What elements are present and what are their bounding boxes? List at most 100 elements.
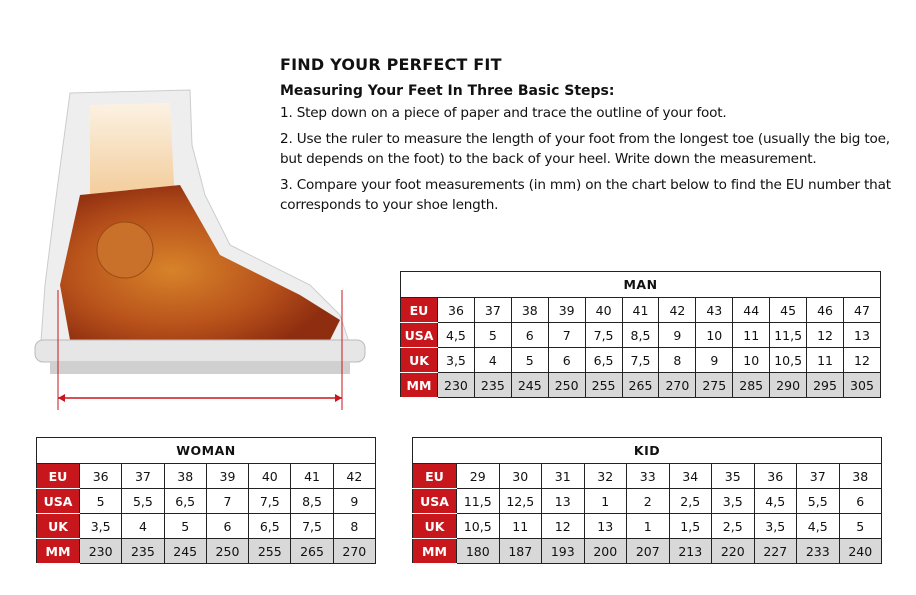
table-cell: 41 — [290, 463, 334, 489]
table-row: UK 3,5 4 5 6 6,5 7,5 8 — [36, 513, 377, 539]
table-cell: 1 — [626, 513, 670, 539]
table-cell: 11,5 — [456, 488, 500, 514]
table-cell: 38 — [510, 297, 549, 323]
table-cell: 270 — [332, 538, 377, 564]
woman-size-table: WOMAN EU 36 37 38 39 40 41 42 USA 5 5,5 6,5 7 7,5 8,5 9 U… — [36, 437, 377, 564]
table-cell: 10 — [732, 347, 771, 373]
table-cell: 37 — [121, 463, 165, 489]
man-size-table: MAN EU 36 37 38 39 40 41 42 43 44 45 46 47 USA 4,5 5 6 7 7,… — [400, 271, 882, 398]
table-cell: 5 — [838, 513, 882, 539]
table-cell: 180 — [456, 538, 500, 564]
table-cell: 11 — [498, 513, 542, 539]
table-title: WOMAN — [36, 437, 376, 464]
table-cell: 36 — [437, 297, 475, 323]
table-cell: 12 — [842, 347, 882, 373]
table-cell: 3,5 — [437, 347, 475, 373]
table-cell: 30 — [498, 463, 542, 489]
row-label: UK — [412, 513, 457, 539]
table-cell: 37 — [796, 463, 840, 489]
table-cell: 245 — [163, 538, 207, 564]
table-cell: 4 — [473, 347, 512, 373]
table-cell: 200 — [583, 538, 627, 564]
table-cell: 6 — [547, 347, 586, 373]
table-cell: 305 — [842, 372, 882, 398]
table-cell: 47 — [842, 297, 882, 323]
table-cell: 4 — [121, 513, 165, 539]
table-cell: 5 — [78, 488, 123, 514]
table-row: MM 180 187 193 200 207 213 220 227 233 240 — [412, 538, 882, 564]
table-cell: 2 — [626, 488, 670, 514]
row-label: UK — [400, 347, 438, 373]
table-cell: 250 — [205, 538, 250, 564]
table-cell: 245 — [510, 372, 549, 398]
instructions: FIND YOUR PERFECT FIT Measuring Your Fee… — [280, 55, 900, 221]
table-cell: 235 — [121, 538, 165, 564]
table-cell: 285 — [732, 372, 771, 398]
table-cell: 187 — [498, 538, 542, 564]
table-cell: 3,5 — [78, 513, 123, 539]
table-cell: 9 — [332, 488, 377, 514]
row-label: USA — [400, 322, 438, 348]
table-cell: 240 — [838, 538, 882, 564]
table-cell: 1 — [583, 488, 627, 514]
table-cell: 230 — [437, 372, 475, 398]
table-row: EU 29 30 31 32 33 34 35 36 37 38 — [412, 463, 882, 489]
table-cell: 6 — [838, 488, 882, 514]
table-cell: 6 — [510, 322, 549, 348]
table-cell: 220 — [711, 538, 755, 564]
table-row: UK 10,5 11 12 13 1 1,5 2,5 3,5 4,5 5 — [412, 513, 882, 539]
table-cell: 265 — [621, 372, 660, 398]
table-cell: 6,5 — [584, 347, 623, 373]
table-cell: 45 — [769, 297, 808, 323]
table-cell: 255 — [584, 372, 623, 398]
table-cell: 230 — [78, 538, 123, 564]
table-cell: 7 — [205, 488, 250, 514]
table-cell: 37 — [473, 297, 512, 323]
table-cell: 6,5 — [163, 488, 207, 514]
table-cell: 39 — [205, 463, 250, 489]
table-cell: 9 — [695, 347, 734, 373]
table-cell: 9 — [658, 322, 697, 348]
table-title: MAN — [400, 271, 881, 298]
table-cell: 275 — [695, 372, 734, 398]
table-cell: 11 — [732, 322, 771, 348]
table-cell: 207 — [626, 538, 670, 564]
table-cell: 29 — [456, 463, 500, 489]
table-cell: 38 — [838, 463, 882, 489]
table-cell: 11,5 — [769, 322, 808, 348]
table-cell: 7 — [547, 322, 586, 348]
table-cell: 1,5 — [668, 513, 712, 539]
table-row: EU 36 37 38 39 40 41 42 — [36, 463, 377, 489]
step-3: 3. Compare your foot measurements (in mm… — [280, 177, 891, 213]
table-cell: 10 — [695, 322, 734, 348]
table-cell: 295 — [806, 372, 844, 398]
table-cell: 8 — [332, 513, 377, 539]
table-cell: 233 — [796, 538, 840, 564]
table-cell: 6,5 — [248, 513, 292, 539]
kid-size-table: KID EU 29 30 31 32 33 34 35 36 37 38 USA 11,5 12,5 13 1 2… — [412, 437, 882, 564]
table-cell: 35 — [711, 463, 755, 489]
table-cell: 8 — [658, 347, 697, 373]
table-cell: 13 — [842, 322, 882, 348]
table-cell: 5 — [163, 513, 207, 539]
table-cell: 40 — [584, 297, 623, 323]
table-cell: 8,5 — [621, 322, 660, 348]
table-cell: 193 — [541, 538, 585, 564]
table-cell: 36 — [78, 463, 123, 489]
table-cell: 41 — [621, 297, 660, 323]
row-label: UK — [36, 513, 80, 539]
boot-foot-illustration — [34, 89, 366, 410]
table-cell: 7,5 — [248, 488, 292, 514]
table-cell: 290 — [769, 372, 808, 398]
table-cell: 235 — [473, 372, 512, 398]
table-cell: 12 — [806, 322, 844, 348]
table-cell: 4,5 — [753, 488, 797, 514]
subtitle: Measuring Your Feet In Three Basic Steps… — [280, 83, 615, 99]
table-cell: 227 — [753, 538, 797, 564]
step-2: 2. Use the ruler to measure the length o… — [280, 131, 890, 167]
row-label: EU — [400, 297, 438, 323]
step-1: 1. Step down on a piece of paper and tra… — [280, 105, 727, 121]
table-cell: 5 — [473, 322, 512, 348]
table-row: MM 230 235 245 250 255 265 270 — [36, 538, 377, 564]
table-row: MM 230 235 245 250 255 265 270 275 285 290 295 305 — [400, 372, 882, 398]
